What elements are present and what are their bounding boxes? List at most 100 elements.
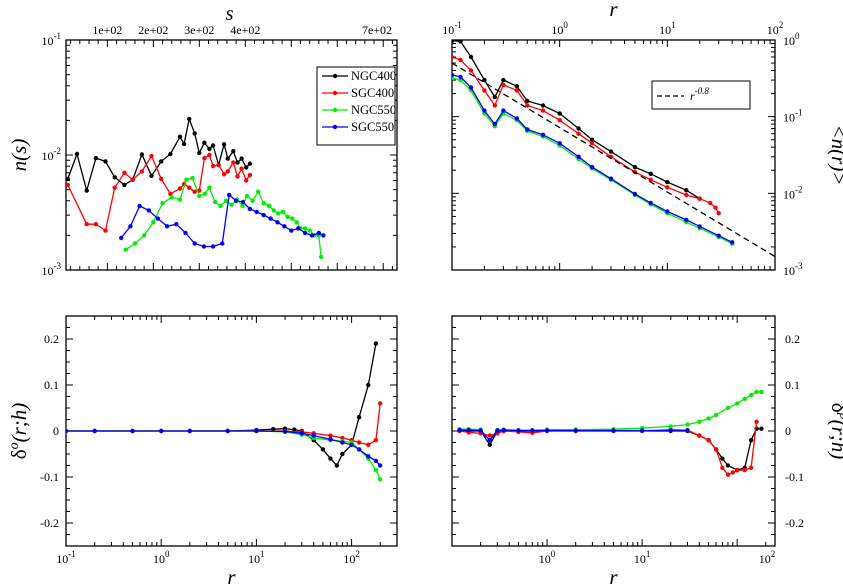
- y-tick-label: 0.2: [44, 332, 59, 346]
- x-axis-label: r: [609, 565, 618, 588]
- data-point: [457, 427, 462, 433]
- data-point: [685, 422, 690, 427]
- data-point: [487, 433, 492, 438]
- data-point: [720, 456, 725, 461]
- data-point: [373, 438, 379, 443]
- data-point: [159, 176, 164, 182]
- data-point: [557, 141, 562, 146]
- data-point: [149, 153, 154, 159]
- data-point: [468, 54, 474, 60]
- y-tick-label: -0.1: [40, 470, 59, 484]
- data-point: [328, 437, 333, 442]
- data-point: [229, 202, 234, 207]
- data-point: [320, 447, 326, 452]
- data-point: [611, 428, 616, 433]
- series-line-sgc400: [66, 403, 381, 446]
- data-point: [716, 233, 721, 238]
- data-point: [202, 140, 207, 145]
- data-point: [190, 175, 195, 181]
- data-point: [720, 465, 725, 470]
- data-point: [665, 209, 670, 214]
- data-point: [487, 442, 492, 447]
- data-point: [271, 427, 276, 432]
- data-point: [146, 208, 151, 213]
- data-point: [254, 209, 259, 215]
- data-point: [684, 192, 689, 198]
- data-point: [452, 72, 455, 78]
- data-point: [197, 150, 202, 156]
- data-point: [192, 131, 197, 136]
- series-line-ngc400: [452, 40, 701, 200]
- data-point: [233, 198, 239, 203]
- data-point: [160, 201, 165, 206]
- data-point: [482, 77, 487, 83]
- data-point: [103, 159, 108, 164]
- data-point: [155, 216, 161, 221]
- data-point: [74, 151, 80, 157]
- data-point: [302, 230, 308, 236]
- y-tick-label: 0.1: [785, 378, 800, 392]
- legend-marker: [332, 90, 338, 96]
- data-point: [482, 108, 487, 113]
- data-point: [123, 247, 128, 252]
- legend-marker: [332, 73, 338, 79]
- data-point: [573, 428, 578, 433]
- data-point: [225, 428, 230, 434]
- data-point: [754, 419, 759, 424]
- data-point: [149, 173, 154, 178]
- data-point: [66, 428, 69, 434]
- legend-label: SGC400: [351, 86, 394, 100]
- x-tick-label: 101: [659, 20, 676, 37]
- data-point: [187, 116, 192, 122]
- series-line-sgc550: [459, 429, 688, 442]
- data-point: [210, 163, 216, 169]
- data-point: [514, 88, 519, 93]
- data-point: [349, 442, 354, 447]
- data-point: [525, 103, 530, 108]
- legend-label: r-0.8: [690, 86, 709, 103]
- legend-label: SGC550: [351, 120, 394, 134]
- data-point: [168, 191, 173, 196]
- x-tick-label: 101: [248, 549, 265, 566]
- data-point: [250, 198, 255, 203]
- series-line-ngc550: [66, 430, 381, 480]
- data-point: [271, 208, 276, 213]
- data-point: [296, 226, 301, 231]
- y-axis-label: <n(r)>: [827, 124, 843, 185]
- data-point: [280, 209, 286, 215]
- data-point: [282, 224, 287, 229]
- data-point: [328, 456, 333, 461]
- data-point: [247, 161, 253, 166]
- x-tick-label: 10-1: [56, 549, 76, 566]
- series-line-ngc400: [66, 343, 377, 467]
- x-tick-label: 1e+02: [92, 23, 122, 37]
- data-point: [159, 428, 164, 434]
- data-point: [697, 419, 702, 424]
- data-point: [452, 40, 455, 43]
- x-axis-label: r: [227, 565, 236, 588]
- data-point: [210, 244, 216, 249]
- y-tick-label: 10-3: [783, 261, 803, 278]
- data-point: [735, 401, 740, 406]
- data-point: [302, 226, 308, 231]
- data-point: [93, 222, 99, 227]
- data-point: [210, 143, 216, 148]
- data-point: [254, 428, 259, 434]
- data-point: [225, 169, 230, 174]
- data-point: [244, 165, 249, 170]
- data-point: [759, 389, 764, 395]
- data-point: [309, 233, 315, 238]
- data-point: [725, 405, 731, 411]
- legend: NGC400 SGC400 NGC550 SGC550: [316, 66, 396, 146]
- y-tick-label: 10-1: [42, 31, 62, 48]
- x-tick-label: 101: [634, 549, 651, 566]
- data-point: [665, 179, 670, 185]
- data-point: [373, 341, 379, 346]
- data-point: [202, 155, 207, 161]
- data-point: [294, 220, 299, 225]
- ticks-ns: [66, 39, 397, 271]
- data-point: [466, 427, 471, 433]
- panel-delta_o: 10-1 100 101 102 -0.2 -0.1 0 0.1 0.2 r δo(r;h): [7, 315, 398, 588]
- data-point: [119, 235, 124, 241]
- data-point: [132, 241, 138, 246]
